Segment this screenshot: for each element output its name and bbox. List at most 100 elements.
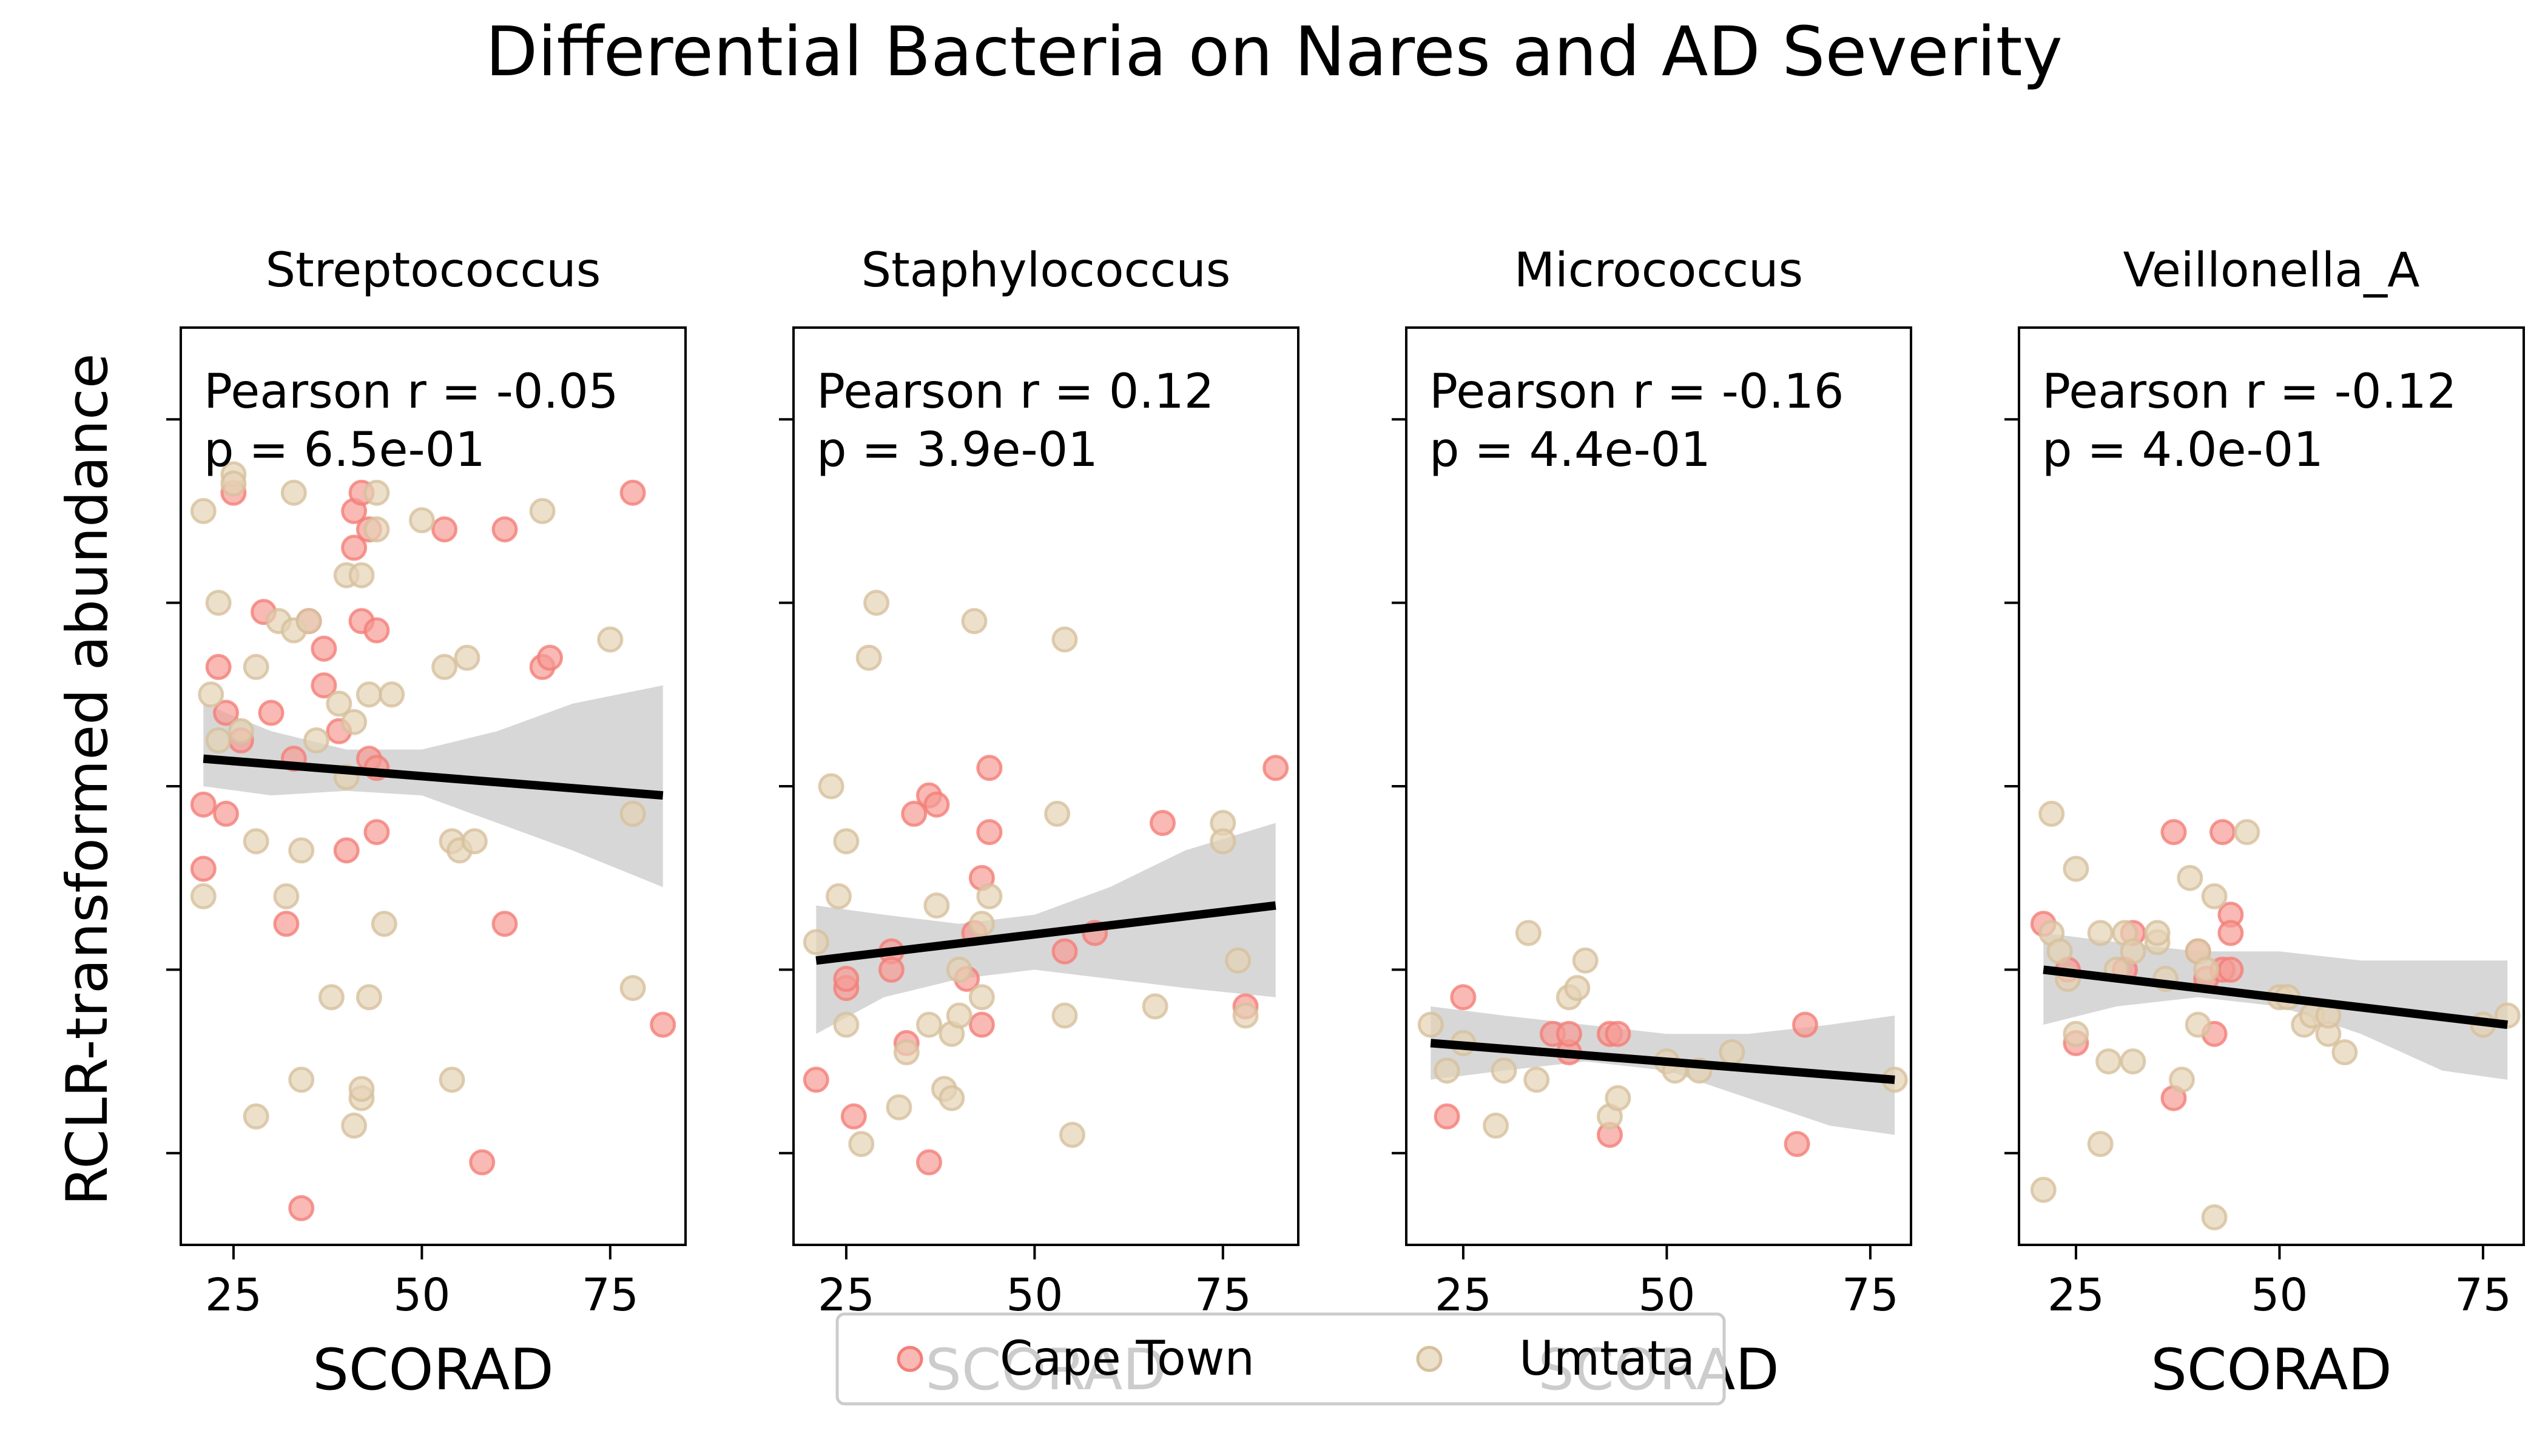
x-axis-label: SCORAD — [2151, 1337, 2391, 1403]
data-point — [205, 653, 232, 680]
data-point — [968, 1011, 995, 1038]
subplot-title: Micrococcus — [1514, 243, 1803, 298]
data-point — [923, 892, 950, 919]
data-point — [205, 590, 232, 616]
data-point — [431, 653, 458, 680]
y-axis-label: RCLR-transformed abundance — [55, 353, 121, 1205]
data-point — [1044, 800, 1071, 827]
data-point — [2331, 1039, 2358, 1065]
data-point — [356, 681, 382, 708]
legend-label: Cape Town — [1000, 1332, 1255, 1386]
data-point — [213, 699, 239, 726]
data-point — [311, 672, 337, 699]
data-point — [619, 800, 646, 827]
data-point — [1483, 1112, 1509, 1139]
confidence-band — [816, 823, 1276, 1034]
regression-line — [815, 901, 1276, 965]
data-point — [363, 819, 390, 846]
data-point — [2063, 1020, 2089, 1047]
data-point — [2168, 1067, 2195, 1093]
data-point — [469, 1149, 496, 1176]
data-point — [2120, 938, 2146, 965]
x-axis-label: SCORAD — [312, 1337, 553, 1403]
pearson-annotation: p = 4.4e-01 — [1429, 423, 1711, 477]
data-point — [2030, 1176, 2057, 1203]
legend: Cape Town Umtata — [835, 1312, 1726, 1406]
subplot-1: Streptococcus 25 50 75 SCORAD Pearson r = -0.… — [166, 243, 687, 1403]
data-point — [326, 690, 352, 717]
data-point — [1434, 1103, 1460, 1130]
data-point — [341, 1112, 368, 1139]
x-tick-label: 75 — [582, 1269, 639, 1321]
data-point — [968, 911, 995, 937]
data-point — [833, 1011, 860, 1038]
data-point — [439, 1067, 465, 1093]
series-umtata — [803, 590, 1259, 1158]
data-point — [280, 479, 307, 506]
data-point — [939, 1085, 965, 1111]
data-point — [1051, 626, 1078, 653]
data-point — [288, 1195, 315, 1221]
data-point — [916, 1011, 942, 1038]
data-point — [2217, 920, 2244, 946]
data-point — [886, 1094, 912, 1121]
data-point — [923, 791, 950, 818]
data-point — [273, 911, 300, 937]
data-point — [2201, 1204, 2228, 1231]
data-point — [363, 516, 390, 543]
data-point — [198, 681, 224, 708]
data-point — [803, 1067, 829, 1093]
subplot-2: Staphylococcus255075SCORADPearson r = 0.… — [779, 243, 1299, 1403]
data-point — [2217, 956, 2244, 983]
data-point — [190, 497, 217, 524]
pearson-annotation: Pearson r = -0.05 — [204, 365, 619, 419]
data-point — [976, 883, 1003, 909]
data-point — [213, 800, 239, 827]
data-point — [826, 883, 852, 909]
regression-line — [1430, 1039, 1895, 1084]
data-point — [190, 855, 217, 882]
regression-line — [203, 754, 664, 800]
data-point — [537, 644, 563, 671]
data-point — [1515, 920, 1542, 946]
data-point — [1555, 1020, 1582, 1047]
legend-marker — [1416, 1346, 1443, 1372]
data-point — [491, 911, 518, 937]
pearson-annotation: Pearson r = 0.12 — [817, 365, 1214, 419]
data-point — [1262, 755, 1289, 781]
data-point — [303, 727, 329, 753]
data-point — [318, 984, 345, 1011]
data-point — [1232, 1002, 1259, 1029]
pearson-annotation: p = 3.9e-01 — [817, 423, 1098, 477]
data-point — [803, 929, 829, 956]
series-umtata — [190, 461, 646, 1139]
data-point — [2095, 1048, 2122, 1075]
data-point — [1059, 1122, 1085, 1148]
data-point — [833, 828, 860, 855]
data-point — [461, 828, 488, 855]
x-tick-label: 75 — [1842, 1269, 1899, 1321]
data-point — [243, 653, 269, 680]
legend-marker — [897, 1346, 923, 1372]
data-point — [228, 718, 254, 744]
data-point — [976, 819, 1003, 846]
data-point — [356, 984, 382, 1011]
x-tick-label: 75 — [2455, 1269, 2512, 1321]
subplot-title: Staphylococcus — [861, 243, 1231, 298]
data-point — [968, 984, 995, 1011]
data-point — [855, 644, 882, 671]
x-tick-label: 25 — [2048, 1269, 2105, 1321]
x-tick-label: 25 — [205, 1269, 262, 1321]
data-point — [961, 608, 988, 635]
data-point — [311, 635, 337, 662]
data-point — [597, 626, 624, 653]
data-point — [1450, 984, 1477, 1011]
data-point — [431, 516, 458, 543]
data-point — [288, 1067, 315, 1093]
data-point — [1051, 938, 1078, 965]
data-point — [2087, 1131, 2114, 1158]
data-point — [1572, 947, 1599, 974]
data-point — [2201, 883, 2228, 909]
legend-frame — [835, 1312, 1726, 1406]
data-point — [2234, 819, 2260, 846]
